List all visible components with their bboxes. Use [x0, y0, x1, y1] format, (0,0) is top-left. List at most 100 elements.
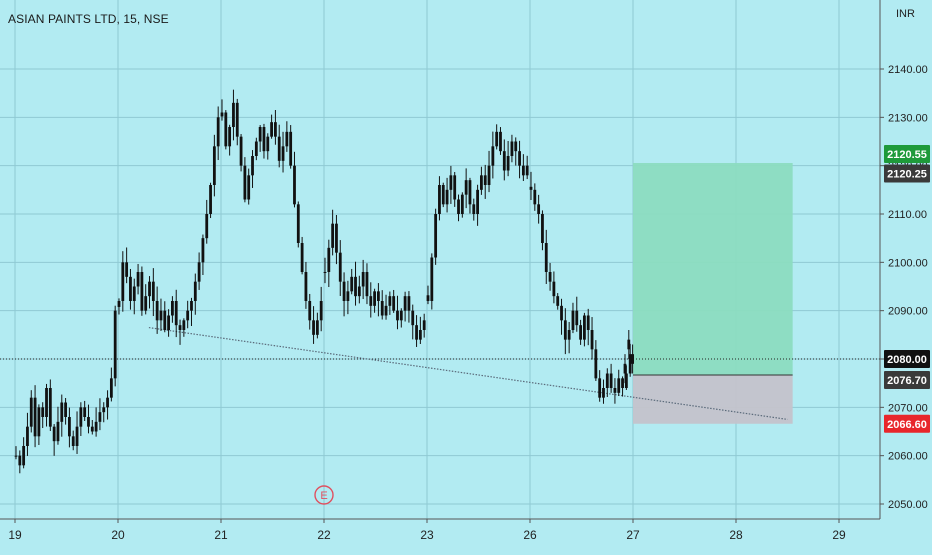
candle-body [102, 407, 106, 413]
candle-body [155, 301, 159, 321]
candle-body [186, 310, 190, 321]
price-label-entry-bg [884, 164, 930, 183]
candle-body [75, 426, 79, 446]
candle-body [602, 388, 605, 398]
price-label-entry: 2120.25 [887, 168, 927, 180]
candle-body [331, 223, 335, 248]
price-label-entry-bg [884, 370, 930, 389]
candle-body [56, 421, 60, 442]
candle-body [361, 272, 365, 287]
candle-body [623, 363, 627, 374]
trend-line[interactable] [148, 326, 788, 421]
candle-body [60, 402, 64, 422]
candle-body [377, 291, 380, 301]
x-tick-label: 29 [832, 528, 846, 542]
x-tick-label: 28 [729, 528, 743, 542]
candle-body [499, 131, 502, 152]
candle-body [174, 301, 178, 326]
candle-body [98, 412, 102, 422]
x-tick-label: 27 [626, 528, 640, 542]
candle-body [159, 310, 163, 321]
candle-body [216, 117, 220, 147]
candle-body [510, 141, 514, 156]
target-zone[interactable] [633, 163, 793, 375]
price-label-current-bg [884, 350, 930, 368]
candle-body [270, 122, 273, 137]
candle-body [71, 436, 75, 446]
currency-label: INR [896, 8, 915, 20]
candle-body [430, 257, 434, 301]
candle-body [502, 151, 506, 171]
earnings-marker-label: E [320, 490, 327, 502]
candle-body [472, 204, 476, 214]
candle-body [285, 131, 289, 147]
candle-body [327, 247, 331, 272]
candle-body [151, 281, 155, 301]
candle-body [87, 417, 90, 427]
candle-body [308, 301, 312, 321]
candle-body [293, 165, 296, 205]
candle-body [220, 112, 224, 117]
candle-body [476, 189, 479, 214]
candle-body [132, 286, 136, 301]
candle-body [457, 199, 460, 214]
candle-body [205, 214, 209, 239]
earnings-marker-icon[interactable] [314, 485, 334, 505]
price-label-stop: 2066.60 [887, 419, 927, 431]
candle-body [190, 301, 193, 311]
candle-body [369, 296, 373, 306]
candle-body [48, 388, 52, 427]
candle-body [541, 214, 544, 243]
candle-body [350, 276, 354, 292]
candle-body [373, 291, 376, 306]
candle-body [304, 272, 308, 301]
candle-body [41, 407, 45, 417]
candle-body [506, 156, 510, 171]
candle-body [254, 141, 258, 156]
candle-body [335, 223, 338, 253]
candle-body [148, 281, 151, 297]
candle-body [266, 136, 270, 152]
candle-body [209, 185, 212, 214]
price-label-target-bg [884, 145, 930, 164]
candle-body [52, 426, 56, 442]
candle-body [338, 252, 342, 282]
price-label-entry: 2076.70 [887, 375, 927, 387]
candle-body [90, 426, 94, 432]
candle-body [106, 397, 109, 408]
candle-body [94, 421, 98, 432]
candle-body [460, 194, 464, 214]
candle-body [258, 127, 262, 142]
stop-zone[interactable] [633, 374, 793, 424]
candle-body [224, 112, 228, 147]
candle-body [418, 330, 422, 340]
candle-body [178, 325, 182, 330]
candle-body [605, 373, 609, 388]
candle-body [399, 310, 403, 321]
candle-body [300, 243, 304, 272]
candle-body [319, 301, 323, 321]
price-label-current: 2080.00 [887, 354, 927, 366]
candle-body [464, 180, 468, 195]
candle-body [289, 131, 293, 166]
candle-body [29, 397, 33, 427]
candle-body [560, 305, 563, 321]
y-tick-label: 2100.00 [888, 257, 928, 269]
x-tick-label: 22 [317, 528, 331, 542]
candle-body [548, 272, 552, 282]
candle-body [144, 296, 148, 311]
candle-body [380, 301, 384, 316]
candle-body [495, 131, 499, 147]
candle-body [212, 146, 216, 185]
y-tick-label: 2060.00 [888, 451, 928, 463]
candle-body [113, 310, 117, 379]
candle-body [388, 296, 392, 306]
candle-body [491, 146, 495, 166]
y-tick-label: 2070.00 [888, 402, 928, 414]
candle-body [575, 310, 579, 326]
candle-body [281, 146, 285, 161]
price-label-target: 2120.55 [887, 149, 927, 161]
candle-body [563, 320, 567, 340]
